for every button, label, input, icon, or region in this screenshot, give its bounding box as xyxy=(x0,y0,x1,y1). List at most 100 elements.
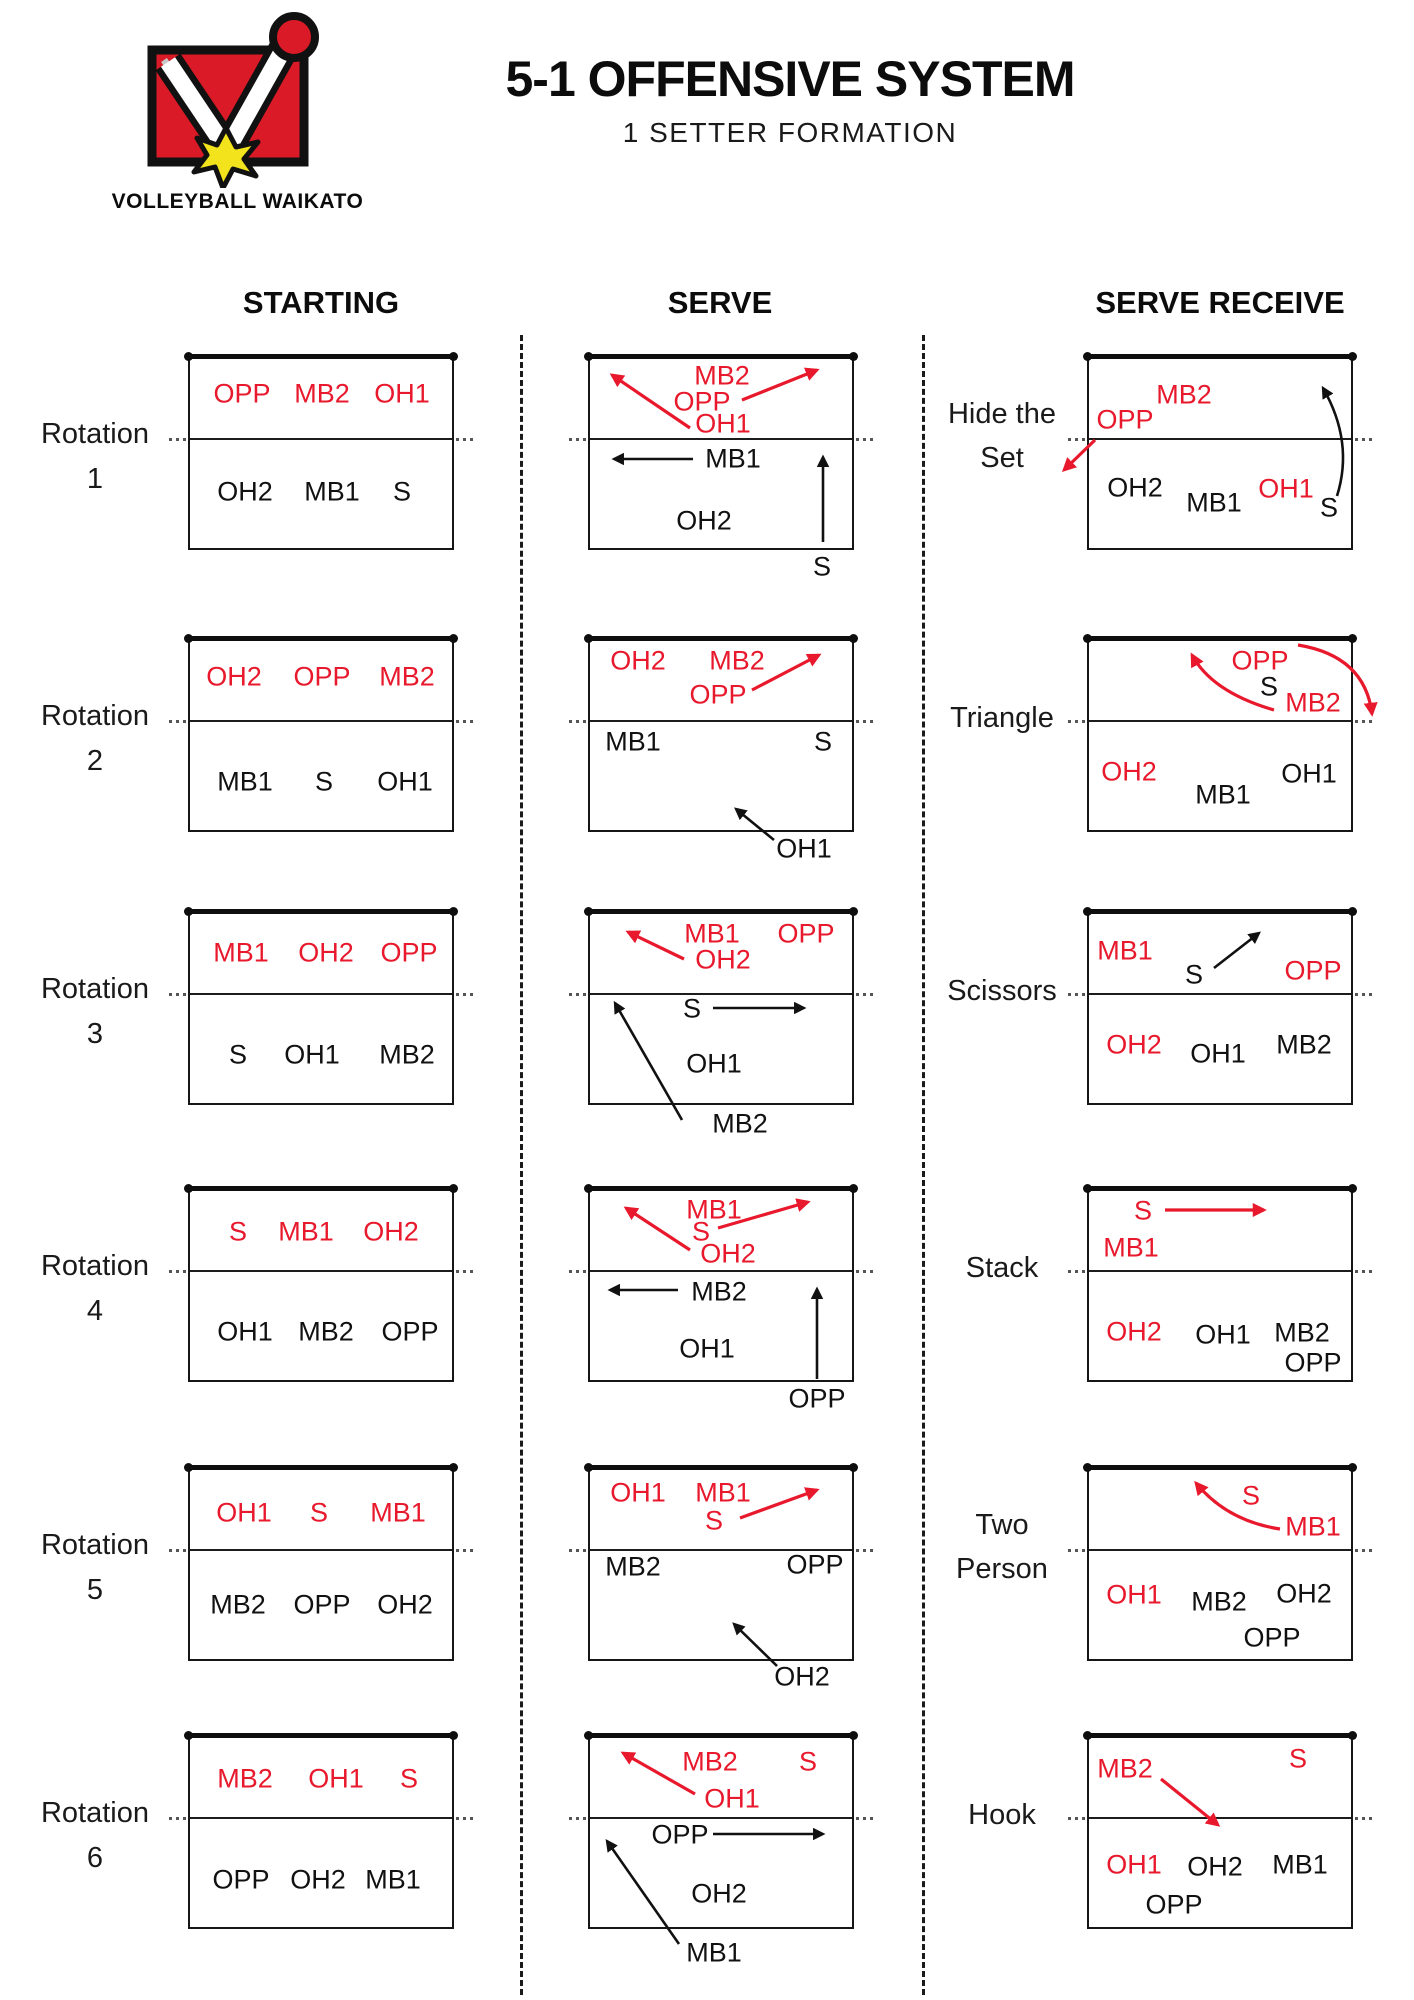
attack-line-ext xyxy=(1355,993,1372,996)
player-label-oh2: OH2 xyxy=(1107,472,1163,503)
net-line xyxy=(1086,1465,1354,1470)
player-label-mb2: MB2 xyxy=(682,1746,738,1777)
attack-line-ext xyxy=(456,1817,473,1820)
player-label-mb2: MB2 xyxy=(379,1039,435,1070)
net-post-dot xyxy=(184,351,193,361)
player-label-oh1: OH1 xyxy=(1106,1579,1162,1610)
player-label-mb2: MB2 xyxy=(605,1551,661,1582)
net-post-dot xyxy=(1083,633,1092,643)
player-label-oh1: OH1 xyxy=(377,766,433,797)
attack-line-ext xyxy=(856,720,873,723)
court-starting-r1: OPP MB2 OH1 OH2 MB1 S xyxy=(169,351,473,550)
attack-line xyxy=(190,438,452,440)
movement-arrow xyxy=(1213,931,1261,970)
receive-strategy-line: Two xyxy=(975,1509,1029,1541)
player-label-oh1: OH1 xyxy=(1281,758,1337,789)
attack-line xyxy=(1089,1270,1351,1272)
court-serve-r6: MB2 S OH1 OPP OH2 MB1 xyxy=(569,1730,873,1968)
rotation-label-2: Rotation 2 xyxy=(20,694,170,784)
net-post-dot xyxy=(449,1462,458,1472)
movement-arrow xyxy=(732,1622,778,1667)
net-line xyxy=(187,1465,455,1470)
net-post-dot xyxy=(849,351,858,361)
attack-line-ext xyxy=(856,438,873,441)
player-label-mb2: MB2 xyxy=(1097,1753,1153,1784)
attack-line-ext xyxy=(456,993,473,996)
player-label-oh1: OH1 xyxy=(1106,1849,1162,1880)
attack-line xyxy=(190,720,452,722)
receive-strategy-label: Triangle xyxy=(922,696,1082,740)
player-label-opp: OPP xyxy=(381,1316,439,1347)
attack-line-ext xyxy=(456,438,473,441)
column-header-serve-receive: SERVE RECEIVE xyxy=(1095,285,1345,320)
player-label-s: S xyxy=(1184,959,1204,990)
player-label-mb2: MB2 xyxy=(379,661,435,692)
player-label-opp: OPP xyxy=(1284,955,1342,986)
court-serve-receive-r6: MB2 S OH1 OH2 MB1 OPP xyxy=(1068,1730,1372,1929)
attack-line xyxy=(1089,1549,1351,1551)
movement-arrow xyxy=(741,367,820,402)
attack-line-ext xyxy=(1068,438,1085,441)
movement-arrow xyxy=(605,1838,681,1945)
net-post-dot xyxy=(1348,633,1357,643)
movement-arrows xyxy=(1159,1777,1221,1827)
attack-line-ext xyxy=(169,720,186,723)
player-label-opp: OPP xyxy=(777,918,835,949)
net-post-dot xyxy=(1348,1730,1357,1740)
net-post-dot xyxy=(1083,1730,1092,1740)
player-label-mb1: MB1 xyxy=(1195,779,1251,810)
player-label-mb2: MB2 xyxy=(294,378,350,409)
player-label-mb1: MB1 xyxy=(278,1216,334,1247)
net-post-dot xyxy=(184,1730,193,1740)
player-label-opp: OPP xyxy=(1096,404,1154,435)
player-label-oh2: OH2 xyxy=(1187,1851,1243,1882)
player-label-s: S xyxy=(314,766,334,797)
attack-line xyxy=(590,1549,852,1551)
column-divider xyxy=(922,335,925,1995)
court-starting-r5: OH1 S MB1 MB2 OPP OH2 xyxy=(169,1462,473,1661)
player-label-mb2: MB2 xyxy=(1276,1029,1332,1060)
court-serve-receive-r1: MB2 OPP OH2 MB1 OH1 S xyxy=(1061,351,1372,550)
net-post-dot xyxy=(1348,1462,1357,1472)
net-line xyxy=(1086,636,1354,641)
player-label-s: S xyxy=(1259,671,1279,702)
logo-text: VOLLEYBALL WAIKATO xyxy=(111,190,364,213)
player-label-mb2: MB2 xyxy=(210,1589,266,1620)
player-label-mb2: MB2 xyxy=(694,360,750,391)
rotation-number: 4 xyxy=(86,1295,104,1327)
player-label-opp: OPP xyxy=(212,1864,270,1895)
player-label-mb1: MB1 xyxy=(304,476,360,507)
player-label-opp: OPP xyxy=(1145,1889,1203,1920)
receive-strategy-line: Person xyxy=(956,1553,1048,1585)
court-serve-r5: OH1 MB1 S MB2 OPP OH2 xyxy=(569,1462,873,1692)
rotation-label-4: Rotation 4 xyxy=(20,1244,170,1334)
player-label-opp: OPP xyxy=(788,1383,846,1414)
net-post-dot xyxy=(584,633,593,643)
net-line xyxy=(187,1186,455,1191)
receive-strategy-label: Hook xyxy=(922,1793,1082,1837)
player-label-mb1: MB1 xyxy=(605,726,661,757)
player-label-oh1: OH1 xyxy=(776,833,832,864)
attack-line-ext xyxy=(1355,438,1372,441)
attack-line xyxy=(1089,720,1351,722)
rotation-label-1: Rotation 1 xyxy=(20,412,170,502)
net-post-dot xyxy=(584,1183,593,1193)
net-line xyxy=(187,1733,455,1738)
player-label-oh2: OH2 xyxy=(1276,1578,1332,1609)
player-label-oh1: OH1 xyxy=(679,1333,735,1364)
attack-line-ext xyxy=(856,1817,873,1820)
court-serve-receive-r4: S MB1 OH2 OH1 MB2 OPP xyxy=(1068,1183,1372,1382)
net-post-dot xyxy=(449,1183,458,1193)
court-starting-r3: MB1 OH2 OPP S OH1 MB2 xyxy=(169,906,473,1105)
net-line xyxy=(587,354,855,359)
receive-strategy-line: Stack xyxy=(965,1252,1039,1284)
attack-line-ext xyxy=(169,438,186,441)
player-label-s: S xyxy=(812,551,832,582)
player-label-mb1: MB1 xyxy=(217,766,273,797)
attack-line-ext xyxy=(856,993,873,996)
net-post-dot xyxy=(449,633,458,643)
player-label-oh1: OH1 xyxy=(1190,1038,1246,1069)
player-label-mb2: MB2 xyxy=(1274,1317,1330,1348)
rotation-number: 3 xyxy=(86,1018,104,1050)
rotation-word: Rotation xyxy=(40,973,149,1005)
